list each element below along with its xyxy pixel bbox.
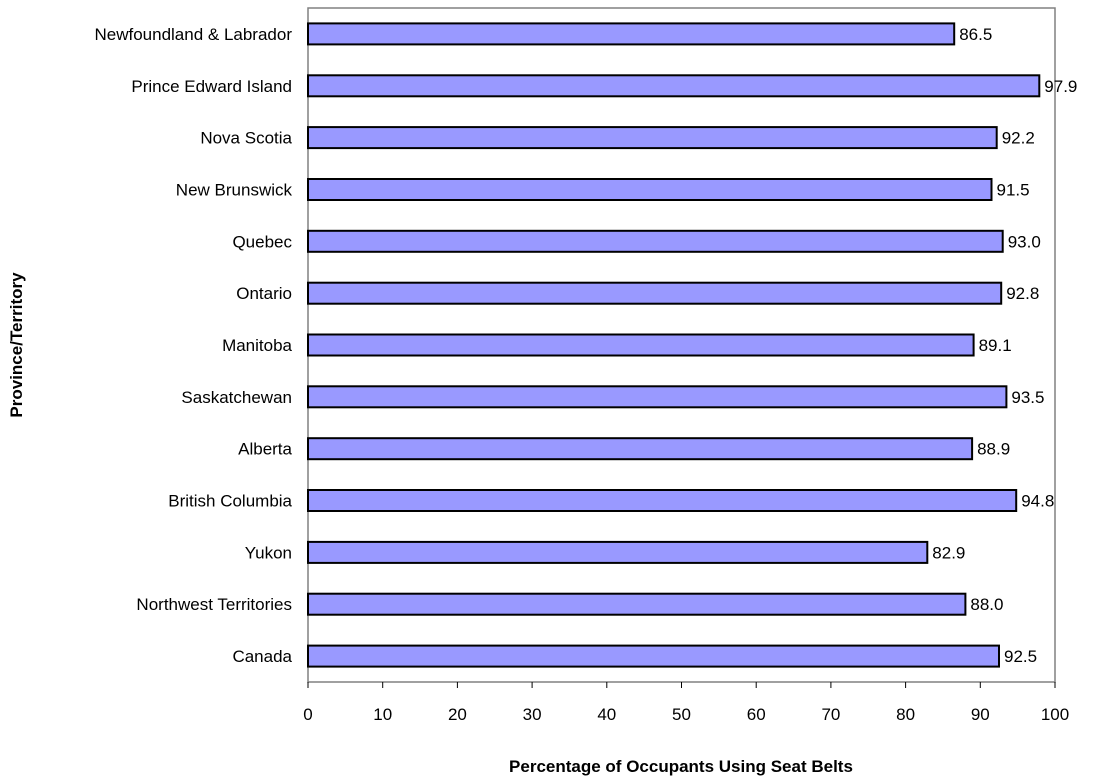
data-label: 93.5 — [1011, 388, 1044, 407]
x-tick-label: 70 — [821, 705, 840, 724]
category-label: New Brunswick — [176, 181, 293, 200]
x-tick-label: 60 — [747, 705, 766, 724]
x-tick-label: 100 — [1041, 705, 1069, 724]
x-tick-label: 80 — [896, 705, 915, 724]
data-label: 91.5 — [997, 181, 1030, 200]
x-tick-label: 90 — [971, 705, 990, 724]
bar — [307, 74, 1041, 98]
data-label: 88.9 — [977, 440, 1010, 459]
bar — [307, 540, 929, 564]
bar — [307, 644, 1000, 668]
x-tick-label: 10 — [373, 705, 392, 724]
x-axis-ticks: 0 10 20 30 40 50 60 70 80 90 100 — [303, 682, 1069, 724]
category-label: Prince Edward Island — [131, 77, 292, 96]
bar — [307, 126, 998, 150]
x-tick-label: 50 — [672, 705, 691, 724]
data-label: 97.9 — [1044, 77, 1077, 96]
category-label: Alberta — [238, 440, 292, 459]
data-label: 93.0 — [1008, 232, 1041, 251]
x-tick-label: 20 — [448, 705, 467, 724]
data-label: 89.1 — [979, 336, 1012, 355]
x-tick-label: 30 — [523, 705, 542, 724]
x-axis-title: Percentage of Occupants Using Seat Belts — [509, 757, 853, 776]
x-tick-label: 0 — [303, 705, 312, 724]
bar — [307, 229, 1004, 253]
data-label: 82.9 — [932, 543, 965, 562]
bar — [307, 592, 967, 616]
bar — [307, 281, 1003, 305]
x-tick-label: 40 — [597, 705, 616, 724]
category-label: Yukon — [245, 543, 292, 562]
data-label: 92.8 — [1006, 284, 1039, 303]
category-label: Newfoundland & Labrador — [94, 25, 292, 44]
category-label: Ontario — [236, 284, 292, 303]
category-label: Saskatchewan — [181, 388, 292, 407]
data-label: 88.0 — [970, 595, 1003, 614]
data-label: 94.8 — [1021, 492, 1054, 511]
bar — [307, 437, 974, 461]
category-label: Nova Scotia — [200, 129, 292, 148]
category-label: Manitoba — [222, 336, 292, 355]
category-labels: Newfoundland & Labrador Prince Edward Isl… — [94, 25, 292, 666]
category-label: Quebec — [232, 232, 292, 251]
data-label: 92.2 — [1002, 129, 1035, 148]
y-axis-title: Province/Territory — [7, 272, 26, 418]
category-label: Canada — [232, 647, 292, 666]
data-label: 92.5 — [1004, 647, 1037, 666]
data-label: 86.5 — [959, 25, 992, 44]
bar — [307, 385, 1008, 409]
data-labels: 86.5 97.9 92.2 91.5 93.0 92.8 89.1 93.5 88.9 94.8… — [932, 25, 1077, 666]
category-label: British Columbia — [168, 492, 292, 511]
bars-layer — [307, 22, 1041, 668]
bar — [307, 333, 975, 357]
bar — [307, 489, 1018, 512]
bar — [307, 178, 993, 201]
category-label: Northwest Territories — [136, 595, 292, 614]
bar — [307, 22, 956, 46]
